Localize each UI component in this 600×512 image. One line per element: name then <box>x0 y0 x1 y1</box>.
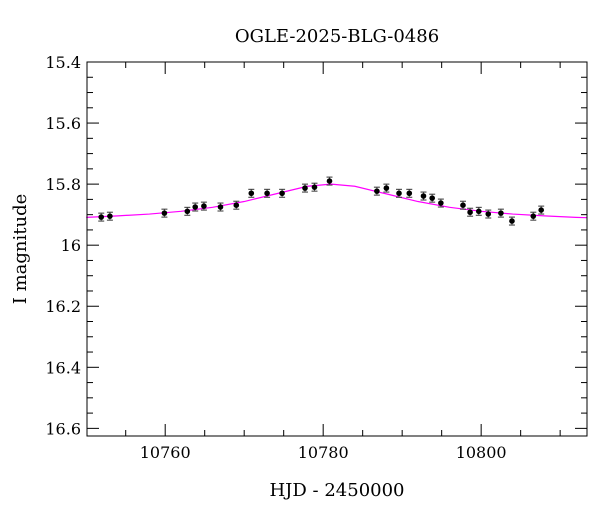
data-point <box>467 207 474 217</box>
point-marker <box>438 200 444 206</box>
data-point <box>406 188 413 198</box>
plot-frame <box>86 61 588 437</box>
data-point <box>373 186 380 196</box>
data-point <box>217 202 224 212</box>
point-marker <box>98 214 105 220</box>
point-marker <box>460 202 466 208</box>
y-tick-label: 16.6 <box>45 419 81 438</box>
point-marker <box>475 208 482 215</box>
data-point <box>264 188 271 198</box>
point-marker <box>420 193 427 199</box>
point-marker <box>192 204 199 210</box>
data-point <box>429 193 436 203</box>
chart-title: OGLE-2025-BLG-0486 <box>235 26 439 47</box>
point-marker <box>396 190 402 197</box>
point-marker <box>217 204 224 210</box>
x-tick-label: 10780 <box>298 443 349 462</box>
y-tick-label: 16 <box>61 236 81 255</box>
point-marker <box>498 210 504 216</box>
axes: 10760 10780 10800 15.4 15.6 15.8 16 16.2 16.4 16.… <box>45 53 587 462</box>
data-point <box>459 200 466 210</box>
model-curve <box>86 183 588 219</box>
point-marker <box>374 188 380 194</box>
data-point <box>302 183 309 193</box>
point-marker <box>383 185 390 191</box>
data-point <box>311 182 318 192</box>
y-tick-label: 16.2 <box>45 297 81 316</box>
data-point <box>233 200 240 210</box>
point-marker <box>233 202 240 208</box>
y-tick-label: 15.8 <box>45 175 81 194</box>
data-point <box>279 188 286 198</box>
y-tick-label: 15.6 <box>45 114 81 133</box>
data-point <box>106 211 113 221</box>
data-point <box>184 206 191 216</box>
data-point <box>485 209 492 219</box>
point-marker <box>467 209 473 216</box>
point-marker <box>107 213 113 219</box>
point-marker <box>279 190 285 197</box>
data-point <box>161 208 168 218</box>
x-tick-label: 10760 <box>140 443 191 462</box>
data-point <box>437 198 444 208</box>
data-point <box>98 212 105 222</box>
data-point <box>475 206 482 216</box>
data-point <box>420 191 427 201</box>
point-marker <box>248 190 255 197</box>
x-axis-label: HJD - 2450000 <box>269 480 404 501</box>
point-marker <box>302 185 308 191</box>
data-point <box>383 183 390 193</box>
y-tick-label: 16.4 <box>45 358 81 377</box>
point-marker <box>311 184 318 190</box>
data-point <box>326 176 333 186</box>
point-marker <box>530 213 537 219</box>
point-marker <box>509 218 515 224</box>
point-marker <box>326 178 333 184</box>
y-axis-label: I magnitude <box>10 194 31 305</box>
y-tick-label: 15.4 <box>45 53 81 72</box>
point-marker <box>264 190 270 197</box>
point-marker <box>538 207 544 213</box>
data-point <box>497 208 504 218</box>
x-tick-label: 10800 <box>456 443 507 462</box>
point-marker <box>406 190 413 197</box>
data-marks <box>86 176 588 226</box>
point-marker <box>429 195 435 201</box>
data-point <box>248 188 255 198</box>
data-point <box>508 216 515 226</box>
point-marker <box>201 203 207 209</box>
data-point <box>530 211 537 221</box>
data-point <box>192 202 199 212</box>
point-marker <box>485 211 492 217</box>
data-point <box>396 188 403 198</box>
point-marker <box>161 210 168 216</box>
point-marker <box>184 208 191 215</box>
data-point <box>200 201 207 211</box>
data-point <box>538 205 545 215</box>
